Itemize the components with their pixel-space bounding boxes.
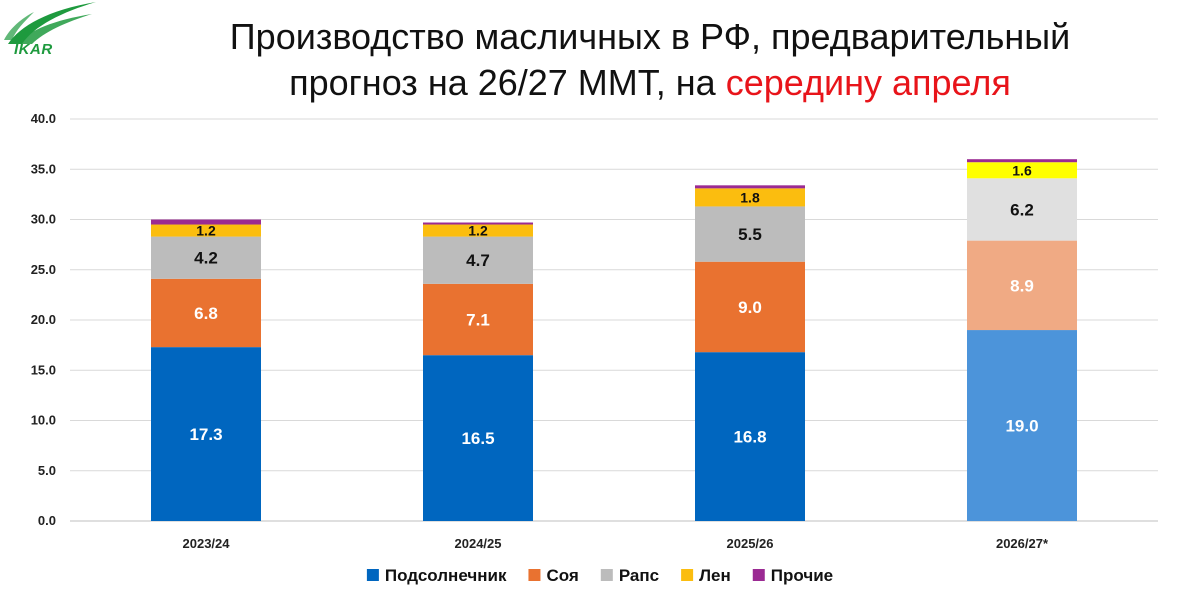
bar-segment	[695, 185, 805, 189]
y-tick-label: 25.0	[31, 262, 56, 277]
data-label: 7.1	[466, 310, 490, 329]
bar-segment	[967, 178, 1077, 241]
y-tick-label: 40.0	[31, 111, 56, 126]
bar-segment	[151, 278, 261, 348]
bar-segment	[967, 240, 1077, 331]
bar-segment	[151, 224, 261, 237]
title-line-2: прогноз на 26/27 ММТ, на середину апреля	[150, 60, 1150, 106]
bar-segment	[423, 355, 533, 521]
title-line-2-prefix: прогноз на 26/27 ММТ, на	[289, 62, 726, 103]
legend-swatch	[366, 569, 379, 581]
legend: Подсолнечник Соя Рапс Лен Прочие	[366, 566, 833, 585]
y-tick-label: 5.0	[38, 463, 56, 478]
legend-swatch	[681, 569, 694, 581]
data-label: 6.2	[1010, 200, 1034, 219]
bar-segment	[423, 224, 533, 237]
x-tick-label: 2024/25	[455, 536, 502, 551]
bar-segment	[423, 283, 533, 356]
x-axis: 2023/24 2024/25 2025/26 2026/27*	[183, 536, 1049, 551]
legend-label: Прочие	[771, 566, 833, 585]
bar-segment	[423, 236, 533, 284]
bar-segment	[423, 222, 533, 225]
title-line-2-accent: середину апреля	[725, 62, 1011, 103]
x-tick-label: 2025/26	[727, 536, 774, 551]
data-label: 1.2	[468, 223, 488, 239]
bar-segment	[967, 159, 1077, 163]
data-label: 8.9	[1010, 276, 1034, 295]
bar-segment	[967, 330, 1077, 521]
x-tick-label: 2026/27*	[996, 536, 1049, 551]
bar-segment	[695, 352, 805, 521]
bar-segment	[967, 162, 1077, 179]
legend-swatch	[528, 569, 541, 581]
data-label: 4.7	[466, 251, 490, 270]
legend-label: Рапс	[619, 566, 659, 585]
bar-segment	[695, 261, 805, 353]
y-tick-label: 10.0	[31, 413, 56, 428]
title-line-1: Производство масличных в РФ, предварител…	[229, 16, 1071, 57]
data-label: 1.2	[196, 223, 216, 239]
bar-segment	[151, 236, 261, 279]
data-label: 4.2	[194, 249, 218, 268]
chart-title: Производство масличных в РФ, предварител…	[150, 14, 1150, 106]
data-label: 16.8	[733, 428, 766, 447]
data-label: 9.0	[738, 298, 762, 317]
data-label: 1.8	[740, 189, 760, 205]
legend-swatch	[752, 569, 765, 581]
legend-swatch	[600, 569, 613, 581]
bar-segment	[695, 206, 805, 262]
x-tick-label: 2023/24	[183, 536, 231, 551]
y-tick-label: 20.0	[31, 312, 56, 327]
y-tick-label: 0.0	[38, 513, 56, 528]
bar-segment	[151, 219, 261, 225]
bar-segment	[151, 347, 261, 521]
y-tick-label: 35.0	[31, 161, 56, 176]
data-label: 5.5	[738, 225, 762, 244]
bars: 17.3 6.8 4.2 1.2 16.5 7.1 4.7 1.2 16.8 9.0 5.5 1.8 1…	[151, 159, 1077, 521]
legend-label: Лен	[699, 566, 731, 585]
logo-text: IKAR	[14, 41, 53, 58]
ikar-logo	[4, 2, 96, 44]
data-label: 6.8	[194, 304, 218, 323]
y-tick-label: 30.0	[31, 212, 56, 227]
y-axis: 0.0 5.0 10.0 15.0 20.0 25.0 30.0 35.0 40.0	[31, 111, 56, 528]
legend-label: Подсолнечник	[385, 566, 507, 585]
data-label: 17.3	[189, 425, 222, 444]
data-label: 16.5	[461, 429, 494, 448]
legend-label: Соя	[546, 566, 578, 585]
data-label: 19.0	[1005, 417, 1038, 436]
data-label: 1.6	[1012, 162, 1032, 178]
y-tick-label: 15.0	[31, 362, 56, 377]
bar-segment	[695, 188, 805, 207]
